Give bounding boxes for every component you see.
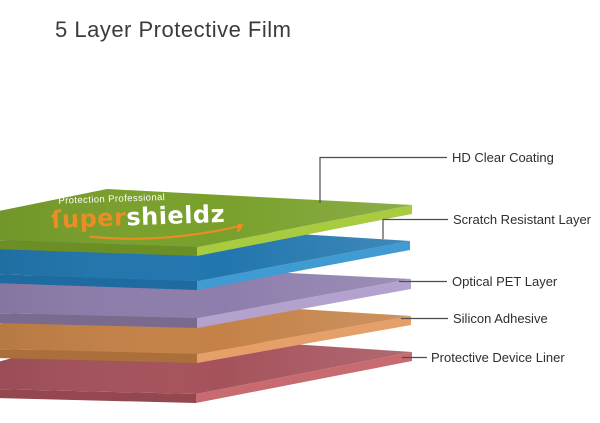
layer-side-sw — [0, 240, 197, 256]
layer-hd-clear-coating: Protection Professional ſupershieldz , — [0, 189, 412, 256]
layer-side-se — [197, 316, 411, 363]
layer-side-sw — [0, 389, 196, 403]
logo-brand: ſupershieldz — [51, 200, 226, 234]
label-optical-pet: Optical PET Layer — [452, 274, 558, 289]
logo-swoosh — [89, 224, 244, 240]
label-protective-device-liner: Protective Device Liner — [431, 350, 565, 365]
layer-side-se — [196, 352, 412, 403]
label-silicon-adhesive: Silicon Adhesive — [453, 311, 548, 326]
layer-side-se — [197, 241, 410, 290]
supershieldz-logo: Protection Professional ſupershieldz , — [51, 192, 246, 240]
label-scratch-resistant: Scratch Resistant Layer — [453, 212, 592, 227]
logo-brand-shieldz: shieldz — [126, 200, 226, 231]
label-hd-clear-coating: HD Clear Coating — [452, 150, 554, 165]
layer-side-se — [197, 205, 412, 256]
page-title: 5 Layer Protective Film — [55, 17, 292, 42]
logo-brand-super: ſuper — [51, 203, 127, 234]
layer-top-sheen — [0, 189, 412, 247]
layer-side-sw — [0, 274, 197, 290]
leader-hd-clear-coating — [319, 156, 447, 203]
layer-side-sw — [0, 349, 197, 363]
logo-tagline: Protection Professional — [58, 192, 165, 207]
layer-side-sw — [0, 313, 197, 328]
layer-side-se — [197, 279, 411, 328]
leader-scratch-resistant — [382, 218, 448, 239]
logo-comma: , — [235, 206, 246, 234]
